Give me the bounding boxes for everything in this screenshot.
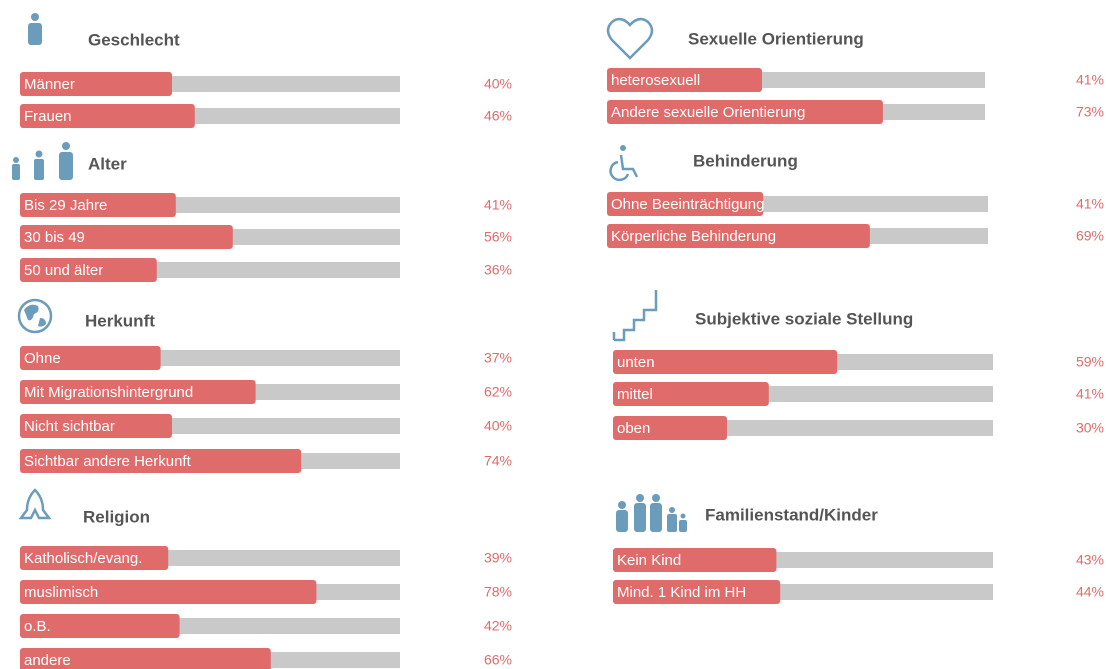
category-label: Körperliche Behinderung bbox=[611, 228, 776, 245]
bar bbox=[607, 68, 762, 92]
icon-pray bbox=[18, 488, 52, 520]
value-label: 44% bbox=[1076, 584, 1104, 600]
bar bbox=[20, 104, 195, 128]
bar bbox=[607, 100, 883, 124]
group-title: Sexuelle Orientierung bbox=[688, 29, 864, 48]
group-title: Geschlecht bbox=[88, 30, 180, 49]
bar bbox=[20, 614, 180, 638]
icon-gender bbox=[28, 13, 42, 45]
value-label: 42% bbox=[484, 618, 512, 634]
category-label: Ohne Beeinträchtigung bbox=[611, 196, 764, 213]
icon-heart bbox=[606, 17, 654, 60]
category-label: Nicht sichtbar bbox=[24, 418, 115, 435]
value-label: 41% bbox=[1076, 196, 1104, 212]
value-label: 41% bbox=[484, 197, 512, 213]
value-label: 62% bbox=[484, 384, 512, 400]
category-label: mittel bbox=[617, 386, 653, 403]
category-label: andere bbox=[24, 652, 71, 669]
value-label: 66% bbox=[484, 652, 512, 668]
bar bbox=[613, 416, 727, 440]
category-label: oben bbox=[617, 420, 650, 437]
bar bbox=[607, 192, 764, 216]
bar bbox=[613, 548, 777, 572]
group-title: Familienstand/Kinder bbox=[705, 505, 878, 524]
icon-family bbox=[616, 494, 687, 532]
value-label: 37% bbox=[484, 350, 512, 366]
value-label: 69% bbox=[1076, 228, 1104, 244]
value-label: 78% bbox=[484, 584, 512, 600]
category-label: Frauen bbox=[24, 108, 72, 125]
bar bbox=[20, 449, 302, 473]
value-label: 74% bbox=[484, 453, 512, 469]
bar bbox=[20, 225, 233, 249]
bar bbox=[20, 648, 271, 669]
category-label: muslimisch bbox=[24, 584, 98, 601]
bar bbox=[20, 580, 317, 604]
category-label: Andere sexuelle Orientierung bbox=[611, 104, 805, 121]
value-label: 36% bbox=[484, 262, 512, 278]
category-label: Katholisch/evang. bbox=[24, 550, 142, 567]
category-label: 50 und älter bbox=[24, 262, 103, 279]
bar bbox=[20, 414, 172, 438]
icon-stairs bbox=[612, 290, 658, 342]
bar bbox=[20, 258, 157, 282]
bar bbox=[20, 546, 169, 570]
category-label: Mit Migrationshintergrund bbox=[24, 384, 193, 401]
category-label: Bis 29 Jahre bbox=[24, 197, 107, 214]
category-label: Sichtbar andere Herkunft bbox=[24, 453, 192, 470]
bar bbox=[20, 72, 172, 96]
bar bbox=[20, 193, 176, 217]
value-label: 43% bbox=[1076, 552, 1104, 568]
icon-globe bbox=[17, 298, 53, 334]
icon-wheelchair bbox=[609, 145, 639, 182]
value-label: 30% bbox=[1076, 420, 1104, 436]
group-title: Herkunft bbox=[85, 311, 155, 330]
group-title: Subjektive soziale Stellung bbox=[695, 309, 913, 328]
icon-age bbox=[12, 142, 73, 180]
bar bbox=[20, 346, 161, 370]
value-label: 40% bbox=[484, 76, 512, 92]
value-label: 41% bbox=[1076, 386, 1104, 402]
bar bbox=[613, 580, 781, 604]
category-label: Kein Kind bbox=[617, 552, 681, 569]
bar bbox=[607, 224, 870, 248]
group-title: Religion bbox=[83, 507, 150, 526]
bar bbox=[20, 380, 256, 404]
category-label: o.B. bbox=[24, 618, 51, 635]
group-title: Alter bbox=[88, 154, 127, 173]
value-label: 59% bbox=[1076, 354, 1104, 370]
value-label: 56% bbox=[484, 229, 512, 245]
group-title: Behinderung bbox=[693, 151, 798, 170]
category-label: 30 bis 49 bbox=[24, 229, 85, 246]
value-label: 39% bbox=[484, 550, 512, 566]
category-label: heterosexuell bbox=[611, 72, 700, 89]
category-label: unten bbox=[617, 354, 655, 371]
category-label: Ohne bbox=[24, 350, 61, 367]
value-label: 73% bbox=[1076, 104, 1104, 120]
bar bbox=[613, 350, 838, 374]
category-label: Mind. 1 Kind im HH bbox=[617, 584, 746, 601]
bar bbox=[613, 382, 769, 406]
value-label: 46% bbox=[484, 108, 512, 124]
value-label: 40% bbox=[484, 418, 512, 434]
category-label: Männer bbox=[24, 76, 75, 93]
value-label: 41% bbox=[1076, 72, 1104, 88]
